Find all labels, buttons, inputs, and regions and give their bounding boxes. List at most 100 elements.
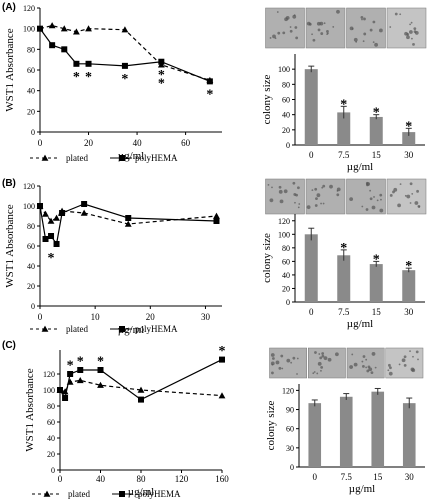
colony-speck [361, 360, 364, 363]
significance-star: * [158, 68, 165, 83]
colony-speck [413, 27, 417, 31]
colony-speck [306, 21, 311, 26]
colony-speck [404, 194, 407, 197]
data-point-polyHEMA [61, 46, 68, 53]
line-y-axis-title: WST1 Absorbance [24, 368, 36, 452]
data-point-polyHEMA [81, 201, 88, 207]
colony-speck [278, 189, 283, 194]
colony-speck [332, 26, 335, 28]
bar-x-tick-label: 0 [309, 150, 314, 160]
panel-label: (C) [2, 340, 16, 351]
significance-star: * [85, 70, 92, 85]
line-y-tick-label: 80 [27, 45, 35, 54]
colony-speck [322, 202, 325, 205]
bar-x-tick-label: 30 [404, 307, 414, 317]
colony-speck [369, 189, 372, 192]
colony-speck [316, 372, 319, 375]
significance-star: * [158, 76, 165, 91]
colony-speck [401, 358, 406, 363]
colony-speck [272, 357, 275, 360]
bar-y-axis-title: colony size [261, 74, 273, 124]
colony-speck [290, 361, 293, 364]
panel-label: (B) [2, 178, 16, 189]
bar-x-tick-label: 15 [372, 307, 382, 317]
bar-y-tick-label: 0 [286, 141, 290, 150]
colony-speck [321, 352, 325, 355]
data-point-plated [42, 210, 49, 217]
series-line-polyHEMA [59, 359, 223, 401]
colony-speck [292, 356, 296, 360]
colony-speck [379, 193, 383, 197]
colony-speck [412, 42, 415, 46]
line-y-tick-label: 0 [31, 128, 35, 137]
colony-speck [329, 184, 333, 189]
colony-speck [321, 186, 324, 189]
data-point-polyHEMA [42, 236, 49, 242]
colony-speck [393, 187, 398, 192]
colony-speck [297, 206, 300, 209]
bar-15 [369, 264, 383, 302]
significance-star: * [206, 88, 213, 103]
colony-speck [371, 205, 376, 210]
colony-speck [349, 365, 354, 369]
bar-y-tick-label: 100 [278, 230, 290, 239]
colony-speck [323, 22, 326, 25]
colony-speck [374, 366, 377, 369]
colony-speck [406, 35, 410, 40]
line-x-tick-label: 30 [201, 312, 211, 322]
line-y-tick-label: 60 [47, 418, 55, 427]
data-point-plated [121, 26, 129, 33]
colony-speck [368, 367, 373, 372]
data-point-polyHEMA [97, 367, 104, 373]
colony-speck [372, 41, 375, 44]
colony-speck [292, 14, 297, 19]
data-point-polyHEMA [77, 367, 84, 373]
colony-micrograph [346, 347, 385, 379]
colony-speck [369, 197, 373, 201]
colony-speck [269, 37, 272, 39]
bar-y-tick-label: 120 [282, 386, 294, 395]
colony-speck [410, 21, 413, 24]
colony-speck [320, 365, 324, 369]
bar-30 [402, 132, 416, 145]
data-point-polyHEMA [59, 210, 66, 216]
data-point-polyHEMA [37, 25, 43, 32]
colony-speck [378, 28, 383, 33]
colony-speck [289, 26, 292, 28]
colony-speck [363, 17, 366, 21]
colony-speck [360, 15, 364, 19]
colony-speck [334, 352, 339, 357]
bar-x-tick-label: 7.5 [338, 307, 350, 317]
line-x-tick-label: 80 [137, 474, 147, 484]
data-point-plated [213, 212, 220, 219]
bar-y-tick-label: 60 [282, 96, 290, 105]
bar-y-tick-label: 0 [290, 463, 294, 472]
colony-speck [388, 371, 393, 376]
data-point-polyHEMA [158, 58, 165, 65]
colony-speck [349, 26, 354, 31]
bar-y-tick-label: 30 [286, 444, 294, 453]
colony-speck [365, 358, 368, 361]
significance-star: * [373, 106, 380, 121]
bar-x-axis-title: µg/ml [347, 161, 374, 173]
colony-speck [271, 186, 273, 189]
line-y-tick-label: 40 [27, 262, 35, 271]
colony-speck [278, 366, 282, 370]
data-point-polyHEMA [57, 387, 63, 393]
colony-speck [406, 32, 410, 36]
bar-x-tick-label: 0 [313, 472, 318, 482]
line-y-tick-label: 60 [27, 66, 35, 75]
legend-marker-plated [43, 490, 51, 497]
bar-y-tick-label: 20 [282, 284, 290, 293]
line-y-tick-label: 20 [27, 282, 35, 291]
colony-speck [365, 208, 369, 211]
significance-star: * [67, 359, 74, 374]
legend-marker-plated [41, 325, 49, 332]
bar-0 [304, 234, 318, 302]
colony-speck [366, 369, 370, 373]
line-x-tick-label: 120 [175, 474, 189, 484]
colony-speck [317, 28, 321, 32]
colony-speck [320, 202, 322, 205]
colony-speck [275, 360, 280, 365]
